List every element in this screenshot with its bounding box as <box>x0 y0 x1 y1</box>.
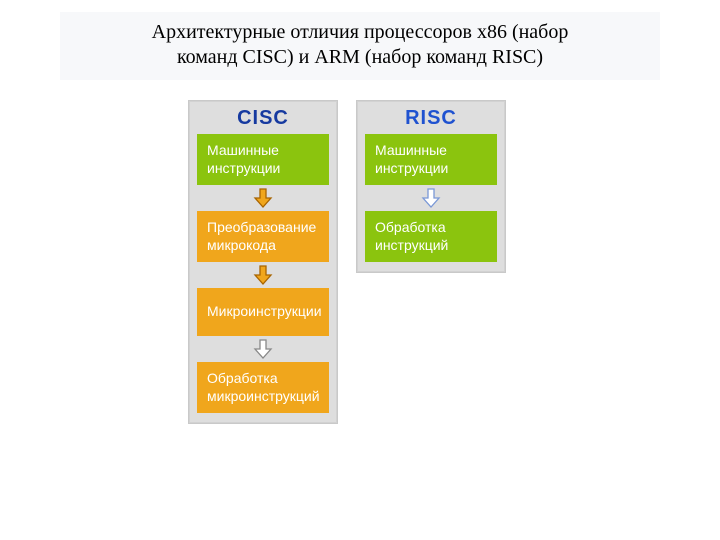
arrow-wrap <box>365 185 497 211</box>
column-header: RISC <box>405 101 457 134</box>
arrow-wrap <box>197 336 329 362</box>
down-arrow-icon <box>252 187 274 209</box>
title-line-1: Архитектурные отличия процессоров x86 (н… <box>70 20 650 45</box>
stage-box: Машинные инструкции <box>365 134 497 185</box>
arrow-wrap <box>197 262 329 288</box>
architecture-diagram: CISCМашинные инструкцииПреобразование ми… <box>188 100 506 424</box>
stage-box: Обработка микроинструкций <box>197 362 329 413</box>
title-line-2: команд CISC) и ARM (набор команд RISC) <box>70 45 650 70</box>
arrow-wrap <box>197 185 329 211</box>
cisc-column: CISCМашинные инструкции Преобразование ми… <box>188 100 338 424</box>
risc-column: RISCМашинные инструкции Обработка инструк… <box>356 100 506 273</box>
down-arrow-icon <box>252 264 274 286</box>
down-arrow-icon <box>420 187 442 209</box>
stage-box: Машинные инструкции <box>197 134 329 185</box>
column-header: CISC <box>237 101 289 134</box>
down-arrow-icon <box>252 338 274 360</box>
stage-box: Микроинструкции <box>197 288 329 336</box>
title-band: Архитектурные отличия процессоров x86 (н… <box>60 12 660 80</box>
stage-box: Обработка инструкций <box>365 211 497 262</box>
stage-box: Преобразование микрокода <box>197 211 329 262</box>
